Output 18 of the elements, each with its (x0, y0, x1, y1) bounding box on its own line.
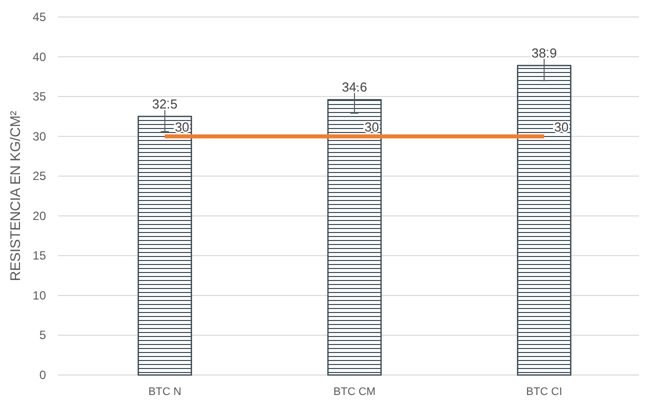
x-tick-label: BTC CI (526, 386, 562, 398)
bar (138, 116, 192, 376)
y-tick-label: 40 (32, 50, 46, 64)
y-tick-label: 10 (32, 288, 46, 302)
y-tick-label: 30 (32, 129, 46, 144)
x-tick-label: BTC CM (333, 386, 376, 398)
bar (327, 99, 382, 376)
y-tick-label: 35 (32, 90, 46, 104)
y-tick-label: 0 (39, 368, 46, 382)
bar (516, 64, 572, 376)
y-tick-label: 45 (32, 10, 46, 24)
y-tick-label: 15 (32, 248, 46, 263)
y-tick-label: 25 (32, 169, 46, 184)
y-tick-label: 5 (39, 328, 46, 342)
y-tick-label: 20 (32, 208, 46, 223)
data-label: 34.6 (342, 80, 368, 95)
x-tick-label: BTC N (148, 386, 182, 398)
y-axis-title: RESISTENCIA EN KG/CM² (7, 110, 23, 282)
